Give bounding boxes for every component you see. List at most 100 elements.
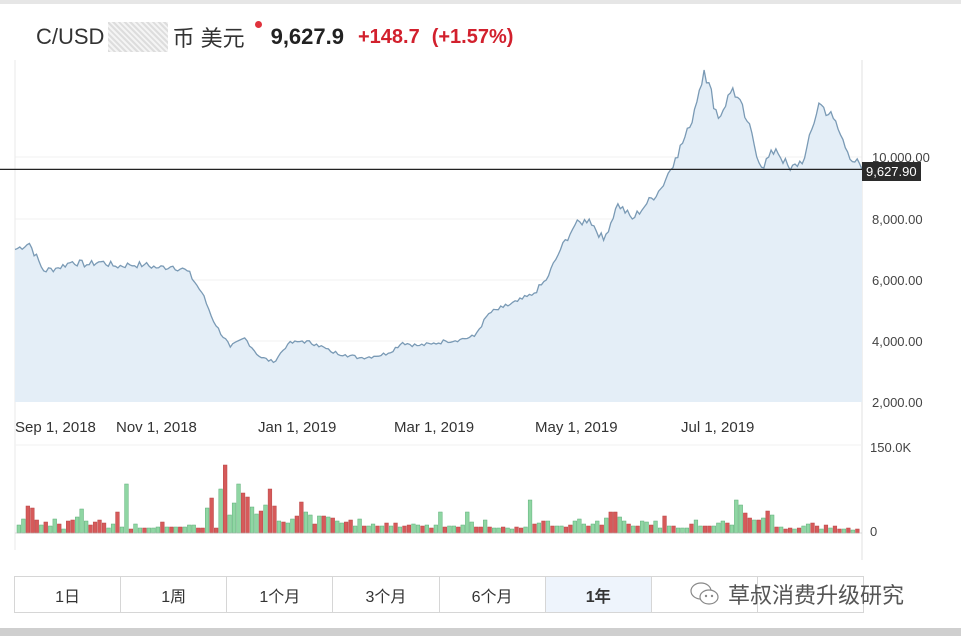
volume-bar	[518, 527, 524, 534]
volume-bar	[716, 522, 721, 534]
volume-bar	[496, 527, 501, 534]
volume-bar	[433, 524, 438, 534]
volume-bar	[231, 502, 237, 534]
x-axis-label: Jan 1, 2019	[258, 419, 337, 436]
range-button-1m[interactable]: 1个月	[227, 577, 334, 612]
volume-bar	[375, 525, 380, 534]
volume-bar	[52, 518, 57, 534]
volume-bar	[698, 525, 703, 534]
pair-symbol: C/USD	[36, 24, 105, 49]
volume-bar	[761, 517, 766, 534]
volume-bar	[164, 526, 169, 534]
volume-bar	[563, 526, 569, 534]
volume-bar	[792, 528, 797, 534]
volume-bar	[604, 517, 609, 534]
volume-bar	[388, 525, 394, 534]
x-axis-label: Sep 1, 2018	[15, 419, 96, 436]
volume-bar	[25, 505, 30, 534]
volume-bar	[644, 521, 649, 534]
volume-bar	[514, 526, 519, 534]
volume-bar	[447, 525, 452, 534]
x-axis-label: Mar 1, 2019	[394, 419, 475, 436]
volume-bar	[240, 492, 246, 534]
volume-bar	[559, 525, 564, 534]
range-selector: 1日 1周 1个月 3个月 6个月 1年	[14, 576, 864, 613]
volume-bar	[308, 514, 313, 534]
volume-bar	[227, 514, 232, 534]
range-button-max[interactable]	[757, 577, 863, 612]
volume-bar	[200, 527, 205, 534]
redacted-region	[108, 22, 169, 52]
volume-bar	[151, 527, 156, 534]
volume-bar	[119, 526, 125, 534]
volume-bar	[554, 525, 560, 534]
volume-bar	[312, 523, 317, 534]
volume-bar	[743, 512, 748, 534]
range-button-6m[interactable]: 6个月	[439, 577, 546, 612]
volume-bar	[254, 513, 259, 534]
price-chart[interactable]	[0, 60, 961, 560]
volume-bar	[617, 516, 622, 534]
volume-bar	[61, 528, 66, 534]
volume-bar	[693, 519, 699, 534]
volume-bar	[294, 515, 299, 534]
volume-bar	[779, 526, 784, 534]
volume-bar	[370, 523, 376, 534]
volume-bar	[357, 518, 362, 534]
range-button-1d[interactable]: 1日	[15, 577, 122, 612]
volume-bar	[106, 527, 111, 534]
volume-bar	[84, 520, 89, 534]
volume-bar	[474, 526, 479, 534]
volume-bar	[133, 523, 138, 534]
volume-bar	[155, 526, 160, 534]
volume-bar	[689, 523, 694, 534]
volume-bar	[509, 528, 515, 534]
volume-bar	[626, 523, 631, 534]
volume-bar	[205, 507, 210, 534]
top-border	[0, 0, 961, 4]
volume-bar	[115, 511, 120, 534]
volume-bar	[465, 511, 470, 534]
volume-bar	[344, 521, 349, 534]
volume-bar	[223, 464, 228, 534]
volume-bar	[702, 525, 708, 534]
volume-bar	[75, 516, 80, 534]
volume-bar	[532, 523, 537, 534]
volume-bar	[169, 526, 174, 534]
volume-bar	[406, 524, 412, 534]
volume-bar	[536, 522, 542, 534]
volume-bar	[187, 524, 192, 534]
volume-bar	[720, 520, 725, 534]
y-axis-label: 2,000.00	[872, 395, 923, 410]
volume-bar	[577, 518, 582, 534]
volume-bar	[191, 524, 196, 534]
volume-bar	[173, 526, 178, 534]
volume-bar	[635, 525, 640, 534]
volume-bar	[249, 506, 255, 534]
volume-bar	[837, 528, 842, 534]
volume-bar	[832, 525, 838, 534]
volume-bar	[550, 525, 555, 534]
range-button-1y[interactable]: 1年	[545, 577, 652, 612]
y-axis-label: 4,000.00	[872, 334, 923, 349]
volume-bar	[451, 525, 456, 534]
range-button-1w[interactable]: 1周	[121, 577, 228, 612]
x-axis-label: Nov 1, 2018	[116, 419, 197, 436]
volume-bar	[218, 488, 223, 534]
volume-bar	[850, 529, 855, 534]
volume-axis-zero: 0	[870, 524, 878, 539]
volume-bar	[124, 483, 129, 534]
current-price-tag: 9,627.90	[862, 162, 921, 181]
volume-bar	[581, 523, 586, 534]
volume-bar	[411, 523, 416, 534]
volume-bar	[707, 525, 712, 534]
volume-bar	[501, 526, 506, 534]
volume-bar	[429, 527, 434, 534]
volume-bar	[272, 505, 277, 534]
volume-bar	[505, 527, 510, 534]
volume-bar	[366, 525, 371, 534]
range-button-3m[interactable]: 3个月	[333, 577, 440, 612]
price-change-percent: (+1.57%)	[431, 25, 514, 48]
volume-bar	[662, 515, 667, 534]
volume-bar	[788, 527, 793, 534]
